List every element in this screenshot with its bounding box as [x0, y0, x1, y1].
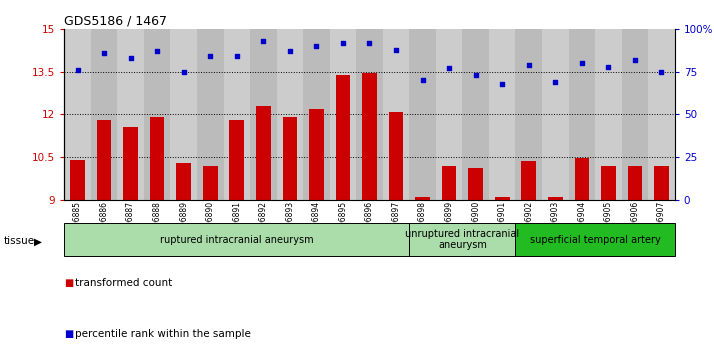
Bar: [276, 29, 303, 200]
Bar: [568, 29, 595, 200]
Bar: [64, 29, 91, 200]
Bar: [150, 117, 164, 200]
Point: [125, 55, 136, 61]
Bar: [622, 29, 648, 200]
Bar: [97, 120, 111, 200]
Point: [576, 60, 588, 66]
Bar: [648, 29, 675, 200]
Bar: [91, 29, 117, 200]
Point: [231, 53, 243, 59]
Bar: [203, 166, 218, 200]
Bar: [463, 29, 489, 200]
Bar: [171, 29, 197, 200]
Point: [72, 67, 84, 73]
Bar: [330, 29, 356, 200]
Bar: [197, 29, 223, 200]
Text: tissue: tissue: [4, 236, 35, 246]
Point: [470, 72, 481, 78]
Point: [337, 40, 348, 46]
Point: [204, 53, 216, 59]
Point: [311, 43, 322, 49]
Text: superficial temporal artery: superficial temporal artery: [530, 234, 660, 245]
Bar: [383, 29, 409, 200]
Point: [655, 69, 667, 75]
Text: ■: ■: [64, 278, 74, 288]
Bar: [521, 161, 536, 200]
Bar: [516, 223, 675, 256]
Bar: [601, 166, 615, 200]
Bar: [309, 109, 323, 200]
Bar: [442, 166, 456, 200]
Point: [496, 81, 508, 86]
Bar: [409, 223, 516, 256]
Point: [99, 50, 110, 56]
Point: [391, 46, 402, 52]
Bar: [362, 73, 377, 200]
Bar: [416, 197, 430, 200]
Text: unruptured intracranial
aneurysm: unruptured intracranial aneurysm: [406, 229, 520, 250]
Bar: [176, 163, 191, 200]
Text: ■: ■: [64, 329, 74, 339]
Bar: [117, 29, 144, 200]
Bar: [516, 29, 542, 200]
Bar: [468, 168, 483, 200]
Bar: [542, 29, 568, 200]
Bar: [409, 29, 436, 200]
Bar: [283, 117, 297, 200]
Point: [629, 57, 640, 63]
Bar: [388, 111, 403, 200]
Bar: [223, 29, 250, 200]
Text: GDS5186 / 1467: GDS5186 / 1467: [64, 15, 167, 28]
Point: [151, 48, 163, 54]
Text: ruptured intracranial aneurysm: ruptured intracranial aneurysm: [160, 234, 313, 245]
Bar: [250, 29, 276, 200]
Point: [523, 62, 535, 68]
Bar: [144, 29, 171, 200]
Point: [550, 79, 561, 85]
Bar: [303, 29, 330, 200]
Bar: [356, 29, 383, 200]
Point: [603, 64, 614, 69]
Point: [178, 69, 189, 75]
Bar: [64, 223, 409, 256]
Bar: [229, 120, 244, 200]
Point: [258, 38, 269, 44]
Bar: [70, 160, 85, 200]
Bar: [436, 29, 463, 200]
Bar: [595, 29, 622, 200]
Bar: [654, 166, 669, 200]
Bar: [628, 166, 642, 200]
Bar: [575, 158, 589, 200]
Bar: [495, 197, 510, 200]
Point: [417, 77, 428, 83]
Bar: [336, 74, 351, 200]
Point: [443, 65, 455, 71]
Bar: [256, 106, 271, 200]
Point: [363, 40, 376, 46]
Text: transformed count: transformed count: [75, 278, 172, 288]
Bar: [548, 197, 563, 200]
Bar: [489, 29, 516, 200]
Bar: [124, 127, 138, 200]
Text: ▶: ▶: [34, 236, 42, 246]
Text: percentile rank within the sample: percentile rank within the sample: [75, 329, 251, 339]
Point: [284, 48, 296, 54]
